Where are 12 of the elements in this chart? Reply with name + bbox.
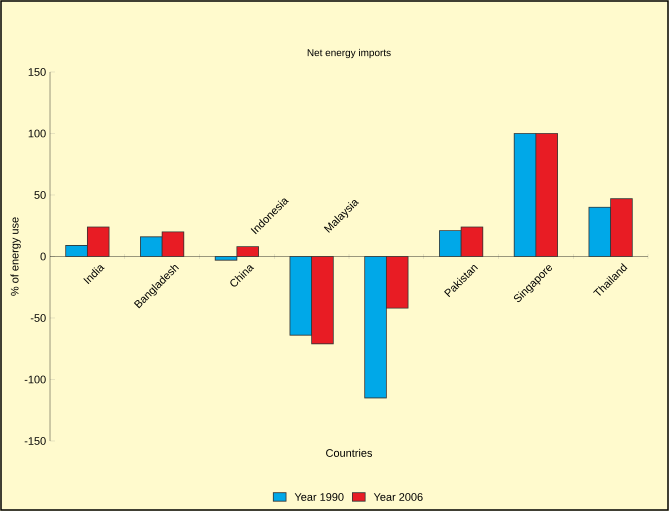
y-tick-label: 0 xyxy=(40,252,46,260)
y-tick-label: 150 xyxy=(28,68,46,76)
y-tick-label: -150 xyxy=(24,437,46,445)
legend-label: Year 2006 xyxy=(374,493,423,501)
y-tick-label: -50 xyxy=(30,314,46,322)
legend-label: Year 1990 xyxy=(294,493,344,501)
x-axis-title: Countries xyxy=(326,448,372,457)
y-tick-label: 50 xyxy=(34,191,46,199)
y-tick-label: 100 xyxy=(28,130,46,138)
chart-title: Net energy imports xyxy=(308,48,391,58)
y-tick-label: -100 xyxy=(24,376,46,384)
y-axis-title: % of energy use xyxy=(10,217,21,296)
